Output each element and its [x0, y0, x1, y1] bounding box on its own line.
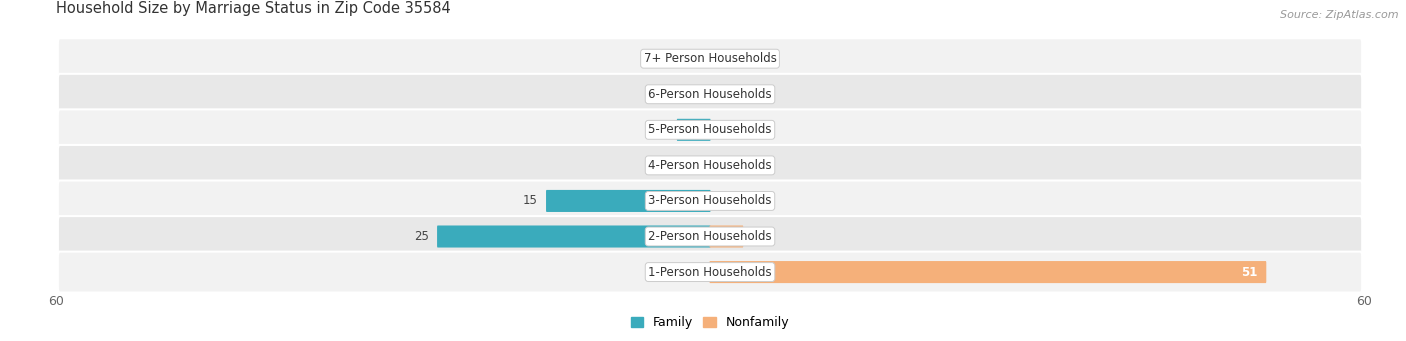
Text: 15: 15 — [523, 194, 538, 207]
Text: 3: 3 — [751, 230, 759, 243]
Text: 3-Person Households: 3-Person Households — [648, 194, 772, 207]
FancyBboxPatch shape — [58, 216, 1362, 257]
Text: 0: 0 — [718, 88, 725, 101]
Text: Source: ZipAtlas.com: Source: ZipAtlas.com — [1281, 10, 1399, 20]
Text: 0: 0 — [718, 52, 725, 65]
Text: 0: 0 — [718, 123, 725, 136]
Text: 4-Person Households: 4-Person Households — [648, 159, 772, 172]
FancyBboxPatch shape — [58, 74, 1362, 115]
Text: Household Size by Marriage Status in Zip Code 35584: Household Size by Marriage Status in Zip… — [56, 1, 451, 16]
Text: 0: 0 — [695, 88, 702, 101]
Text: 0: 0 — [695, 266, 702, 279]
Text: 5-Person Households: 5-Person Households — [648, 123, 772, 136]
Text: 1-Person Households: 1-Person Households — [648, 266, 772, 279]
FancyBboxPatch shape — [676, 119, 710, 141]
Text: 0: 0 — [718, 194, 725, 207]
Text: 0: 0 — [718, 159, 725, 172]
Text: 2-Person Households: 2-Person Households — [648, 230, 772, 243]
Text: 3: 3 — [661, 123, 669, 136]
Text: 25: 25 — [413, 230, 429, 243]
Text: 6-Person Households: 6-Person Households — [648, 88, 772, 101]
Text: 7+ Person Households: 7+ Person Households — [644, 52, 776, 65]
FancyBboxPatch shape — [546, 190, 710, 212]
FancyBboxPatch shape — [58, 109, 1362, 150]
FancyBboxPatch shape — [710, 261, 1267, 283]
Text: 0: 0 — [695, 52, 702, 65]
FancyBboxPatch shape — [58, 180, 1362, 221]
FancyBboxPatch shape — [58, 38, 1362, 79]
FancyBboxPatch shape — [710, 225, 744, 248]
Text: 0: 0 — [695, 159, 702, 172]
FancyBboxPatch shape — [58, 145, 1362, 186]
FancyBboxPatch shape — [58, 252, 1362, 293]
FancyBboxPatch shape — [437, 225, 710, 248]
Legend: Family, Nonfamily: Family, Nonfamily — [631, 316, 789, 329]
Text: 51: 51 — [1240, 266, 1257, 279]
